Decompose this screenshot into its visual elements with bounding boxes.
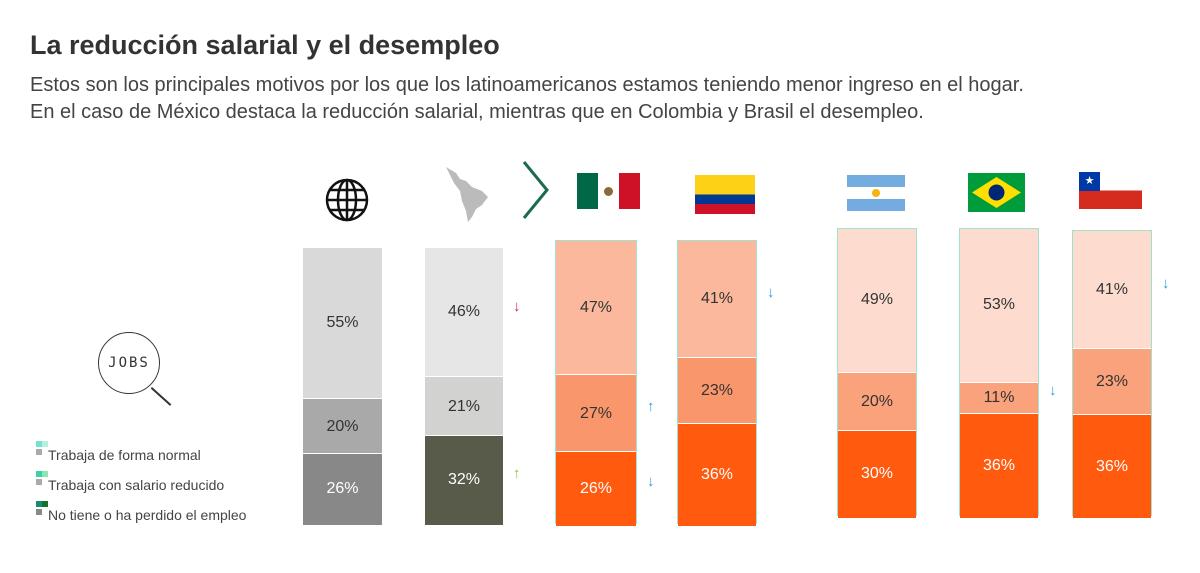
bar-segment: 11% [960,381,1038,415]
legend-swatch [36,501,42,507]
subtitle-line-2: En el caso de México destaca la reducció… [30,101,924,123]
bar-value-label: 27% [579,404,613,422]
bar-value-label: 20% [860,392,894,410]
bar-segment: 30% [838,429,916,518]
bar-value-label: 11% [983,389,1015,407]
brazil-flag-icon [968,173,1025,212]
bar-segment: 20% [303,398,382,454]
legend-swatch [42,501,48,507]
legend-swatch [36,479,42,485]
bar-colombia: 41% 23% 36% [677,240,757,526]
legend-swatch [36,509,42,515]
bar-value-label: 20% [326,417,359,435]
bar-segment: 26% [556,451,636,526]
bar-value-label: 36% [982,457,1016,475]
bar-segment: 27% [556,374,636,453]
arrow-down-icon: ↓ [647,473,655,491]
argentina-flag-icon [847,175,905,211]
arrow-up-icon: ↑ [513,465,521,483]
jobs-magnifier-icon: JOBS [98,332,178,407]
jobs-text: JOBS [98,332,160,394]
bar-segment: 32% [425,434,503,525]
bar-value-label: 41% [700,290,734,308]
legend-item: Trabaja con salario reducido [48,477,225,493]
chile-flag-icon: ★ [1079,172,1142,209]
bar-value-label: 30% [860,465,894,483]
bar-value-label: 23% [1095,373,1129,391]
bar-value-label: 26% [326,480,359,498]
bar-value-label: 49% [860,291,894,309]
arrow-down-icon: ↓ [1162,274,1170,292]
legend-item: Trabaja de forma normal [48,447,201,463]
bar-value-label: 55% [326,314,359,332]
bar-value-label: 36% [1095,457,1129,475]
bar-chile: 41% 23% 36% [1072,230,1152,518]
bar-global: 55% 20% 26% [303,248,382,525]
arrow-up-icon: ↑ [647,397,655,415]
bar-value-label: 46% [447,303,481,321]
arrow-down-icon: ↓ [513,298,521,316]
bar-segment: 26% [303,452,382,525]
bar-segment: 41% [678,241,756,358]
legend-swatch [42,441,48,447]
bar-value-label: 23% [700,382,734,400]
bar-segment: 46% [425,248,503,377]
bar-segment: 23% [1073,348,1151,416]
bar-value-label: 21% [447,397,481,415]
subtitle-line-1: Estos son los principales motivos por lo… [30,74,1024,96]
bar-value-label: 53% [982,296,1016,314]
bar-segment: 21% [425,376,503,436]
page-title: La reducción salarial y el desempleo [30,30,500,60]
mexico-flag-icon [577,173,640,209]
bar-segment: 41% [1073,231,1151,349]
bar-value-label: 41% [1095,280,1129,298]
bar-segment: 20% [838,371,916,431]
bar-segment: 36% [1073,414,1151,518]
chevron-right-icon [522,161,549,219]
bar-segment: 55% [303,248,382,399]
bar-value-label: 32% [447,471,481,489]
globe-icon [325,178,369,222]
legend-item: No tiene o ha perdido el empleo [48,507,247,523]
bar-segment: 47% [556,241,636,375]
bar-brasil: 53% 11% 36% [959,228,1039,518]
bar-segment: 36% [960,413,1038,518]
legend-swatch [36,471,42,477]
latin-america-map-icon [446,167,488,222]
colombia-flag-icon [695,175,755,214]
legend-swatch [36,449,42,455]
bar-segment: 53% [960,229,1038,382]
bar-segment: 36% [678,422,756,526]
bar-value-label: 47% [579,298,613,316]
legend-swatch [36,441,42,447]
bar-argentina: 49% 20% 30% [837,228,917,518]
bar-latinoamérica: 46% 21% 32% [425,248,503,525]
arrow-down-icon: ↓ [767,284,775,302]
arrow-down-icon: ↓ [1049,382,1057,400]
bar-value-label: 26% [579,480,613,498]
bar-segment: 23% [678,357,756,424]
legend-swatch [42,471,48,477]
bar-méxico: 47% 27% 26% [555,240,637,526]
bar-value-label: 36% [700,465,734,483]
bar-segment: 49% [838,229,916,372]
